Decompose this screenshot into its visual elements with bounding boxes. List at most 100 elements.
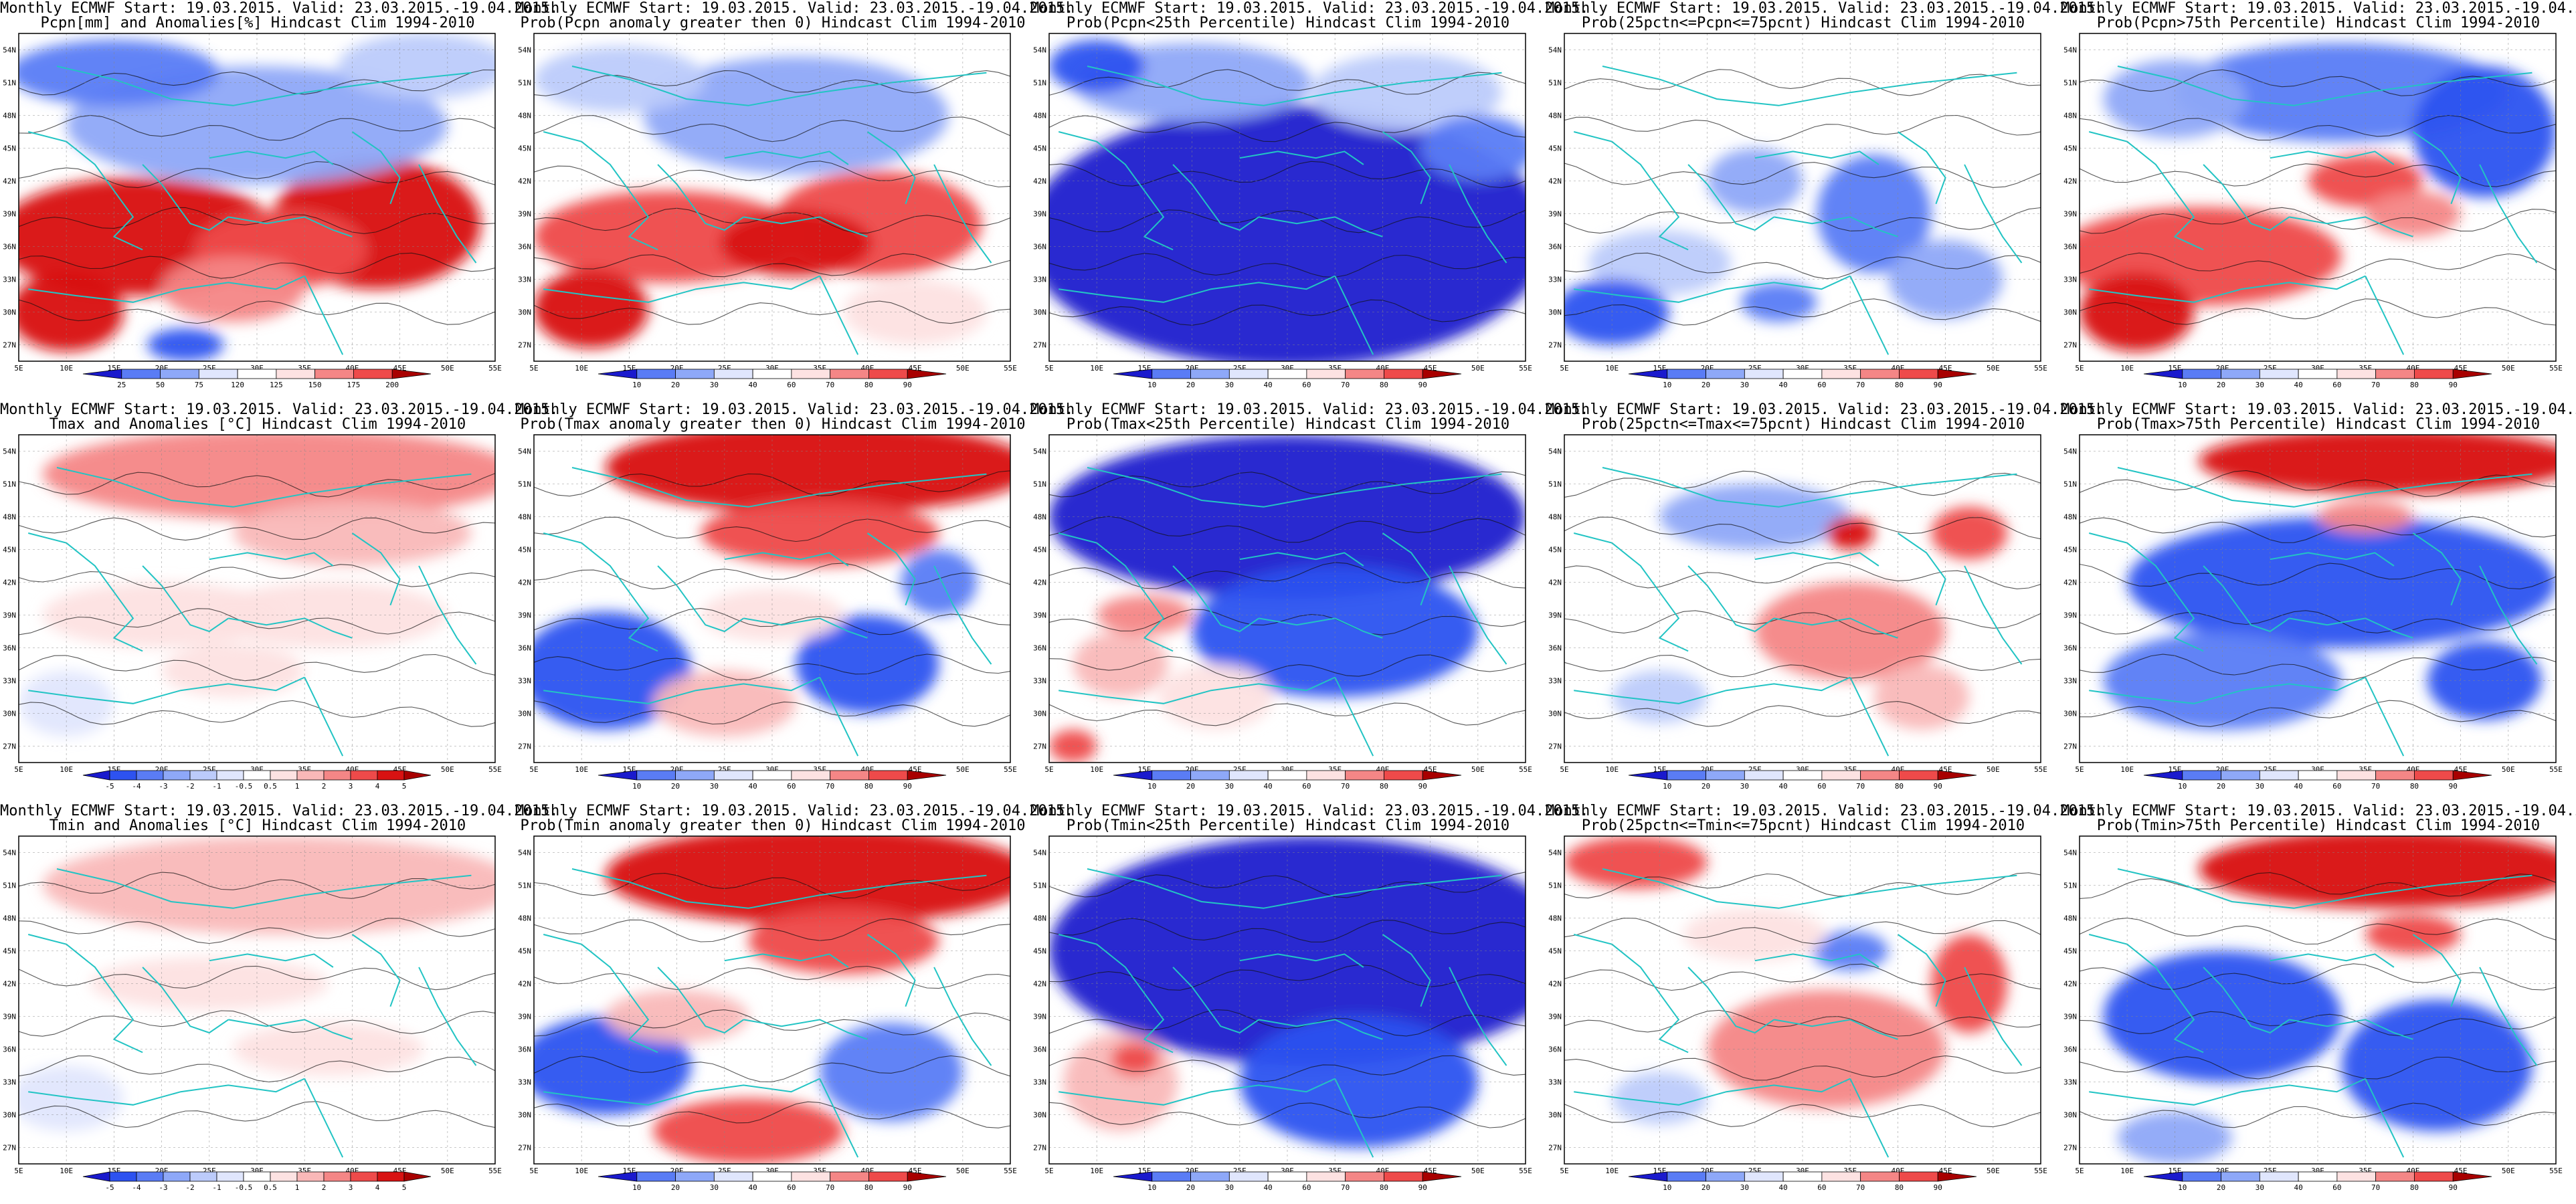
- anomaly-region: [2341, 1000, 2533, 1131]
- longitude-label: 55E: [2549, 364, 2563, 373]
- anomaly-region: [90, 957, 329, 1010]
- colorbar-tick-label: 40: [2294, 1183, 2302, 1192]
- anomaly-region: [901, 549, 978, 615]
- latitude-label: 54N: [518, 46, 531, 55]
- colorbar-tick-label: -0.5: [235, 782, 253, 791]
- anomaly-region: [161, 644, 305, 697]
- latitude-label: 48N: [2063, 112, 2077, 120]
- latitude-label: 48N: [1548, 112, 1562, 120]
- colorbar-tick-label: -1: [212, 1183, 221, 1192]
- colorbar-tick-label: 70: [2371, 1183, 2380, 1192]
- colorbar: 10 20 30 40 60 70 80 90: [597, 1171, 947, 1192]
- longitude-label: 10E: [1090, 765, 1103, 774]
- latitude-label: 45N: [3, 546, 16, 555]
- longitude-label: 50E: [956, 364, 970, 373]
- colorbar-tick-label: 60: [1302, 1183, 1311, 1192]
- map-panel: Monthly ECMWF Start: 19.03.2015. Valid: …: [515, 0, 1073, 401]
- latitude-label: 54N: [518, 447, 531, 456]
- longitude-label: 55E: [2034, 1167, 2047, 1175]
- latitude-label: 45N: [1033, 546, 1046, 555]
- colorbar: 10 20 30 40 60 70 80 90: [1628, 1171, 1977, 1192]
- colorbar-tick-label: 10: [1663, 782, 1671, 791]
- panel-title-line1: Monthly ECMWF Start: 19.03.2015. Valid: …: [0, 0, 559, 17]
- colorbar-tick-label: 30: [1225, 1183, 1234, 1192]
- latitude-label: 36N: [3, 644, 16, 653]
- map-frame: [18, 434, 496, 763]
- colorbar: 10 20 30 40 60 70 80 90: [1113, 369, 1462, 389]
- anomaly-region: [820, 1023, 963, 1122]
- colorbar-tick-label: 80: [864, 381, 873, 389]
- latitude-label: 27N: [3, 1144, 16, 1152]
- colorbar-tick-label: 40: [1263, 1183, 1272, 1192]
- colorbar-tick-label: 60: [787, 381, 796, 389]
- anomaly-region: [1311, 53, 1502, 132]
- longitude-label: 10E: [1605, 765, 1619, 774]
- anomaly-field: [1564, 33, 2041, 361]
- latitude-label: 39N: [1548, 611, 1562, 620]
- anomaly-region: [605, 435, 1010, 514]
- longitude-label: 55E: [2034, 765, 2047, 774]
- latitude-label: 39N: [1033, 210, 1046, 219]
- latitude-label: 51N: [3, 480, 16, 489]
- longitude-label: 5E: [529, 765, 538, 774]
- colorbar-tick-label: 80: [1895, 381, 1904, 389]
- colorbar-tick-label: 20: [2217, 782, 2225, 791]
- latitude-label: 30N: [1548, 1111, 1562, 1120]
- anomaly-region: [1564, 836, 1708, 889]
- contour-lines: [1049, 69, 1526, 326]
- colorbar-tick-label: 90: [1418, 782, 1427, 791]
- colorbar-tick-label: 80: [1380, 1183, 1388, 1192]
- latitude-label: 39N: [1033, 1013, 1046, 1021]
- colorbar-tick-label: 20: [1186, 782, 1195, 791]
- latitude-label: 27N: [3, 742, 16, 751]
- colorbar-tick-label: 20: [671, 1183, 680, 1192]
- latitude-label: 42N: [2063, 177, 2077, 186]
- colorbar-tick-label: -0.5: [235, 1183, 253, 1192]
- longitude-label: 10E: [60, 1167, 73, 1175]
- latitude-label: 54N: [1548, 447, 1562, 456]
- panel-title-line1: Monthly ECMWF Start: 19.03.2015. Valid: …: [0, 803, 559, 819]
- colorbar: 10 20 30 40 60 70 80 90: [2143, 1171, 2492, 1192]
- colorbar-tick-label: 60: [1817, 1183, 1826, 1192]
- longitude-label: 5E: [1044, 765, 1053, 774]
- map-frame: [1564, 835, 2041, 1165]
- latitude-label: 30N: [3, 1111, 16, 1120]
- latitude-label: 54N: [3, 46, 16, 55]
- lat-lon-grid: [1564, 435, 2041, 763]
- longitude-label: 50E: [441, 765, 454, 774]
- latitude-label: 48N: [3, 914, 16, 923]
- colorbar-tick-label: 50: [156, 381, 165, 389]
- anomaly-region: [748, 908, 939, 974]
- longitude-label: 5E: [1560, 1167, 1568, 1175]
- colorbar-tick-label: 90: [903, 381, 912, 389]
- colorbar-tick-label: 60: [2332, 782, 2341, 791]
- panel-title-line1: Monthly ECMWF Start: 19.03.2015. Valid: …: [2061, 0, 2576, 17]
- colorbar-tick-label: 20: [1701, 1183, 1710, 1192]
- longitude-label: 55E: [2034, 364, 2047, 373]
- colorbar-tick-label: 90: [2449, 1183, 2458, 1192]
- latitude-label: 48N: [1033, 914, 1046, 923]
- latitude-label: 54N: [2063, 447, 2077, 456]
- colorbar-tick-label: -2: [185, 782, 194, 791]
- latitude-label: 30N: [3, 308, 16, 317]
- anomaly-field: [534, 435, 1010, 763]
- longitude-label: 5E: [2075, 765, 2084, 774]
- colorbar-tick-label: 20: [671, 381, 680, 389]
- panel-title-line2: Prob(Tmax>75th Percentile) Hindcast Clim…: [2096, 416, 2541, 433]
- anomaly-region: [161, 256, 305, 322]
- longitude-label: 55E: [1519, 1167, 1532, 1175]
- latitude-label: 51N: [518, 480, 531, 489]
- latitude-label: 36N: [1548, 243, 1562, 252]
- lat-lon-grid: [1049, 836, 1526, 1164]
- colorbar-tick-label: 80: [1380, 782, 1388, 791]
- latitude-label: 36N: [518, 243, 531, 252]
- colorbar-tick-label: 70: [1341, 782, 1350, 791]
- latitude-label: 54N: [2063, 849, 2077, 858]
- anomaly-region: [42, 582, 281, 648]
- longitude-label: 5E: [14, 765, 23, 774]
- longitude-label: 10E: [1605, 1167, 1619, 1175]
- panel-title-line2: Prob(Tmax<25th Percentile) Hindcast Clim…: [1066, 416, 1510, 433]
- colorbar-tick-label: 10: [2178, 381, 2187, 389]
- latitude-label: 51N: [2063, 79, 2077, 88]
